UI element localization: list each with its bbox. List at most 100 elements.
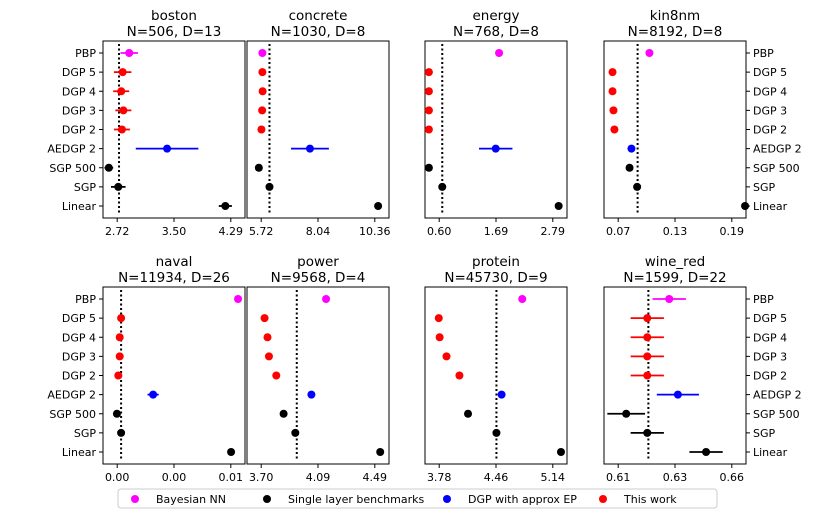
y-tick-label: Linear: [62, 200, 97, 213]
panel-title: protein: [472, 254, 520, 270]
legend-label: Single layer benchmarks: [288, 493, 424, 506]
x-tick-label: 0.13: [663, 225, 688, 238]
panel-subtitle: N=1599, D=22: [623, 270, 726, 286]
plot-frame: [603, 286, 747, 465]
data-point: [643, 333, 652, 342]
y-tick-label: DGP 3: [753, 350, 787, 363]
y-tick-label: DGP 2: [753, 370, 787, 383]
data-point: [622, 409, 631, 418]
y-tick-label: PBP: [753, 293, 774, 306]
data-point: [741, 202, 750, 210]
x-tick-label: 4.46: [484, 471, 509, 484]
legend-marker: [131, 495, 139, 503]
x-tick-label: 0.00: [105, 471, 130, 484]
data-point: [118, 68, 127, 77]
x-tick-label: 0.00: [162, 471, 187, 484]
x-tick-label: 0.01: [219, 471, 244, 484]
data-point: [518, 295, 527, 303]
y-tick-label: DGP 4: [753, 85, 787, 98]
y-tick-label: Linear: [753, 200, 788, 213]
data-point: [279, 409, 288, 418]
x-tick-label: 2.72: [105, 225, 130, 238]
data-point: [608, 87, 617, 96]
panel-subtitle: N=768, D=8: [453, 24, 539, 40]
legend-box: [117, 488, 718, 509]
data-point: [376, 448, 385, 456]
legend-label: This work: [623, 493, 677, 506]
data-point: [119, 106, 128, 115]
y-tick-label: PBP: [75, 293, 96, 306]
panel-title: naval: [156, 254, 193, 270]
data-point: [435, 333, 444, 342]
data-point: [424, 68, 433, 77]
panel-title: kin8nm: [650, 8, 700, 24]
y-tick-label: DGP 5: [753, 66, 787, 79]
data-point: [556, 448, 565, 456]
legend-marker: [443, 495, 451, 503]
x-tick-label: 0.60: [427, 225, 452, 238]
y-tick-label: DGP 2: [62, 370, 96, 383]
data-point: [643, 314, 652, 323]
panel-title: energy: [472, 8, 519, 24]
x-tick-label: 0.66: [720, 471, 745, 484]
data-point: [221, 202, 230, 210]
panel-subtitle: N=9568, D=4: [271, 270, 366, 286]
y-tick-label: PBP: [753, 47, 774, 60]
data-point: [610, 125, 619, 134]
data-point: [114, 371, 123, 380]
data-point: [117, 125, 126, 134]
data-point: [254, 163, 263, 172]
y-tick-label: SGP 500: [49, 162, 96, 175]
data-point: [263, 333, 272, 342]
y-tick-label: AEDGP 2: [753, 389, 802, 402]
data-point: [643, 371, 652, 380]
data-point: [322, 295, 331, 303]
data-point: [257, 125, 266, 134]
data-point: [464, 409, 473, 418]
y-tick-label: DGP 3: [62, 104, 96, 117]
data-point: [702, 448, 711, 456]
x-tick-label: 3.50: [162, 225, 187, 238]
data-point: [424, 125, 433, 134]
legend-label: DGP with approx EP: [468, 493, 577, 506]
legend: Bayesian NN Single layer benchmarks DGP wi…: [117, 488, 718, 509]
data-point: [104, 163, 113, 172]
x-tick-label: 0.61: [606, 471, 631, 484]
data-point: [305, 144, 314, 153]
y-tick-label: SGP: [74, 427, 97, 440]
data-point: [608, 68, 617, 77]
data-point: [374, 202, 383, 210]
data-point: [272, 371, 281, 380]
data-point: [625, 163, 634, 172]
data-point: [554, 202, 563, 210]
data-point: [434, 314, 443, 323]
data-point: [265, 182, 274, 191]
data-point: [424, 106, 433, 115]
data-point: [438, 182, 447, 191]
plot-frame: [246, 286, 390, 465]
data-point: [492, 428, 501, 437]
x-tick-label: 1.69: [484, 225, 509, 238]
y-tick-label: SGP 500: [753, 408, 800, 421]
data-point: [260, 314, 269, 323]
data-point: [115, 333, 124, 342]
data-point: [115, 352, 124, 361]
x-tick-label: 0.19: [720, 225, 745, 238]
y-tick-label: DGP 5: [62, 312, 96, 325]
y-tick-label: Linear: [753, 446, 788, 459]
data-point: [627, 144, 636, 153]
legend-label: Bayesian NN: [156, 493, 226, 506]
y-tick-label: DGP 3: [753, 104, 787, 117]
data-point: [643, 352, 652, 361]
panel-title: concrete: [289, 8, 348, 24]
data-point: [258, 106, 267, 115]
y-tick-label: PBP: [75, 47, 96, 60]
y-tick-label: DGP 4: [62, 331, 96, 344]
data-point: [163, 144, 172, 153]
data-point: [495, 49, 504, 57]
